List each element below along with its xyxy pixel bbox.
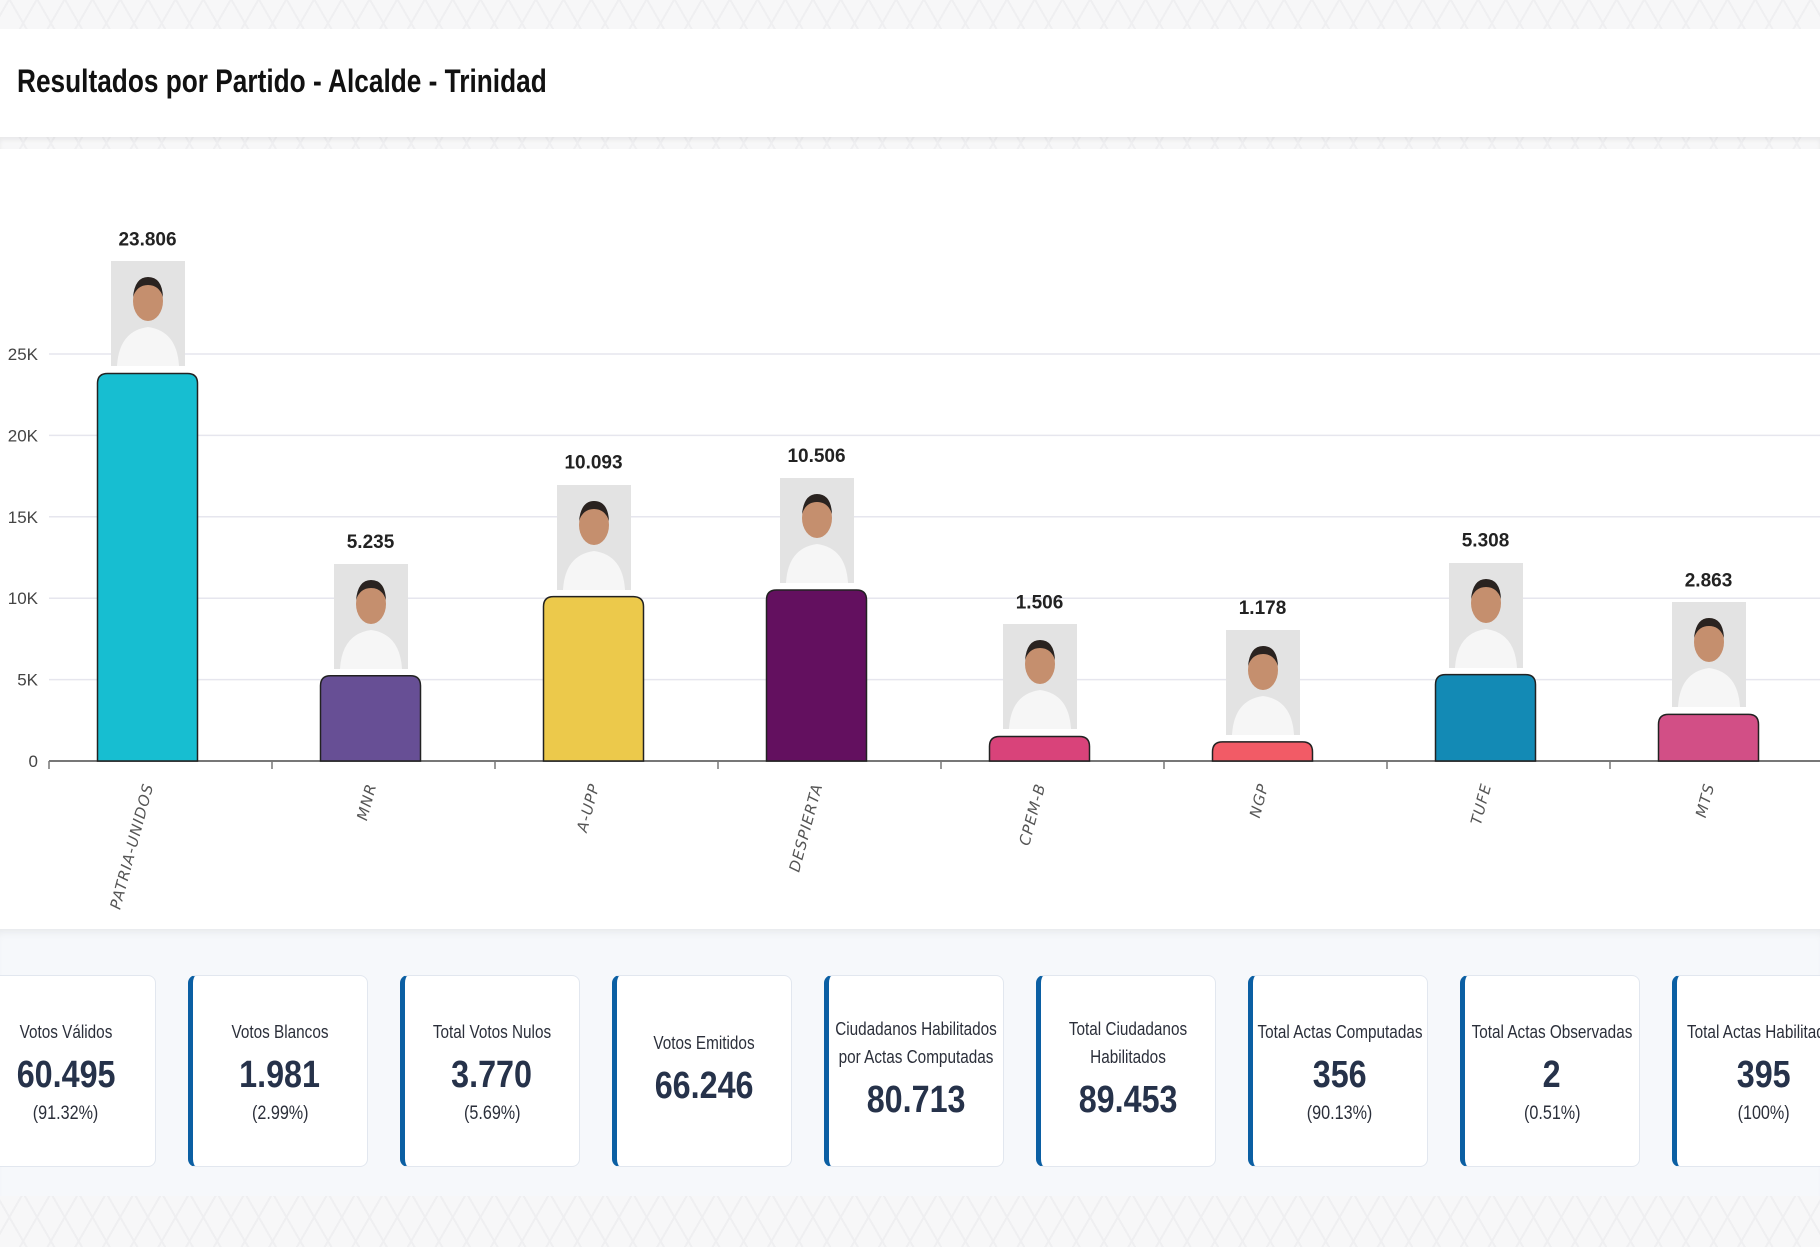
data-label: 23.806 xyxy=(118,229,176,250)
person-icon xyxy=(785,493,848,583)
person-icon xyxy=(1454,578,1517,668)
bar-mts xyxy=(1657,713,1760,762)
stat-title: Total Actas Habilitadas xyxy=(1687,1021,1820,1042)
y-tick-label: 20K xyxy=(8,426,39,445)
stat-value: 356 xyxy=(1313,1053,1367,1096)
candidate-photo xyxy=(779,477,854,583)
bar-chart: 0 5K 10K 15K 20K 25K 23.806 PATRIA-UNIDOS 5.235 M… xyxy=(0,149,1820,929)
stat-card: Total Votos Nulos 3.770 (5.69%) xyxy=(400,975,580,1167)
x-tick-label: MTS xyxy=(1692,781,1718,819)
bar-tufe xyxy=(1434,673,1537,762)
bar-a-upp xyxy=(542,595,645,762)
candidate-photo xyxy=(1002,624,1077,730)
stat-card: Total Actas Computadas 356 (90.13%) xyxy=(1248,975,1428,1167)
stat-percentage: (91.32%) xyxy=(33,1102,99,1124)
stat-title: Total Votos Nulos xyxy=(432,1021,552,1042)
page-title: Resultados por Partido - Alcalde - Trini… xyxy=(17,63,547,99)
data-label: 1.178 xyxy=(1239,598,1287,619)
bar-despierta xyxy=(765,589,868,762)
data-label: 2.863 xyxy=(1685,570,1733,591)
y-tick-label: 0 xyxy=(29,752,38,771)
person-icon xyxy=(562,500,625,590)
x-tick-label: NGP xyxy=(1246,781,1272,819)
person-icon xyxy=(1008,640,1071,730)
stat-title: Total Actas Computadas xyxy=(1257,1021,1423,1042)
data-label: 1.506 xyxy=(1016,592,1064,613)
stat-percentage: (90.13%) xyxy=(1307,1102,1373,1124)
chart-canvas: 0 5K 10K 15K 20K 25K 23.806 PATRIA-UNIDOS 5.235 M… xyxy=(8,229,1820,911)
stat-title: Votos Blancos xyxy=(231,1021,329,1042)
stat-card: Ciudadanos Habilitados por Actas Computa… xyxy=(824,975,1004,1167)
x-tick-label: MNR xyxy=(353,781,380,822)
stat-value: 66.246 xyxy=(654,1064,754,1107)
stat-value: 2 xyxy=(1543,1053,1561,1096)
candidate-photo xyxy=(1671,602,1746,708)
person-icon xyxy=(1231,645,1294,735)
x-tick-label: CPEM-B xyxy=(1016,781,1050,847)
stat-card: Votos Emitidos 66.246 xyxy=(612,975,792,1167)
divider-stripe xyxy=(0,137,1820,149)
person-icon xyxy=(339,579,402,669)
bar-patria-unidos xyxy=(96,372,199,762)
stat-value: 89.453 xyxy=(1078,1078,1178,1121)
stat-title: Votos Emitidos xyxy=(653,1032,755,1053)
stat-percentage: (5.69%) xyxy=(463,1102,521,1124)
stat-value: 80.713 xyxy=(866,1078,966,1121)
stat-percentage: (100%) xyxy=(1737,1102,1791,1124)
stat-card: Total Ciudadanos Habilitados 89.453 xyxy=(1036,975,1216,1167)
stat-card: Total Actas Habilitadas 395 (100%) xyxy=(1672,975,1820,1167)
bottom-pattern-band xyxy=(0,1196,1820,1247)
x-tick-label: A-UPP xyxy=(573,781,604,835)
data-label: 10.093 xyxy=(564,453,622,474)
x-tick-label: DESPIERTA xyxy=(785,781,826,874)
header: Resultados por Partido - Alcalde - Trini… xyxy=(0,29,1820,137)
stat-value: 60.495 xyxy=(16,1053,116,1096)
stat-value: 1.981 xyxy=(239,1053,321,1096)
data-label: 5.235 xyxy=(347,532,395,553)
y-tick-label: 25K xyxy=(8,345,39,364)
stat-title: Total Actas Observadas xyxy=(1471,1021,1633,1042)
candidate-photo xyxy=(1225,629,1300,735)
bar-mnr xyxy=(319,675,422,762)
bar-ngp xyxy=(1211,741,1314,762)
y-tick-label: 15K xyxy=(8,508,39,527)
x-tick-label: TUFE xyxy=(1467,781,1495,826)
stat-title: Total Ciudadanos Habilitados xyxy=(1068,1018,1188,1067)
stat-title: Ciudadanos Habilitados por Actas Computa… xyxy=(835,1018,997,1067)
candidate-photo xyxy=(556,484,631,590)
y-tick-label: 10K xyxy=(8,589,39,608)
y-tick-label: 5K xyxy=(17,671,38,690)
stat-percentage: (0.51%) xyxy=(1523,1102,1581,1124)
stat-card: Votos Válidos 60.495 (91.32%) xyxy=(0,975,156,1167)
data-label: 10.506 xyxy=(787,446,845,467)
top-pattern-band xyxy=(0,0,1820,29)
stat-value: 395 xyxy=(1737,1053,1791,1096)
person-icon xyxy=(116,277,179,367)
candidate-photo xyxy=(333,563,408,669)
stat-card: Votos Blancos 1.981 (2.99%) xyxy=(188,975,368,1167)
stat-value: 3.770 xyxy=(451,1053,533,1096)
stat-card: Total Actas Observadas 2 (0.51%) xyxy=(1460,975,1640,1167)
stats-band: Votos Válidos 60.495 (91.32%) Votos Blancos… xyxy=(0,929,1820,1196)
person-icon xyxy=(1677,618,1740,708)
x-tick-label: PATRIA-UNIDOS xyxy=(106,781,157,911)
data-label: 5.308 xyxy=(1462,531,1510,552)
candidate-photo xyxy=(1448,562,1523,668)
stat-title: Votos Válidos xyxy=(19,1021,113,1042)
stat-percentage: (2.99%) xyxy=(251,1102,309,1124)
bar-cpem-b xyxy=(988,735,1091,762)
candidate-photo xyxy=(110,261,185,367)
